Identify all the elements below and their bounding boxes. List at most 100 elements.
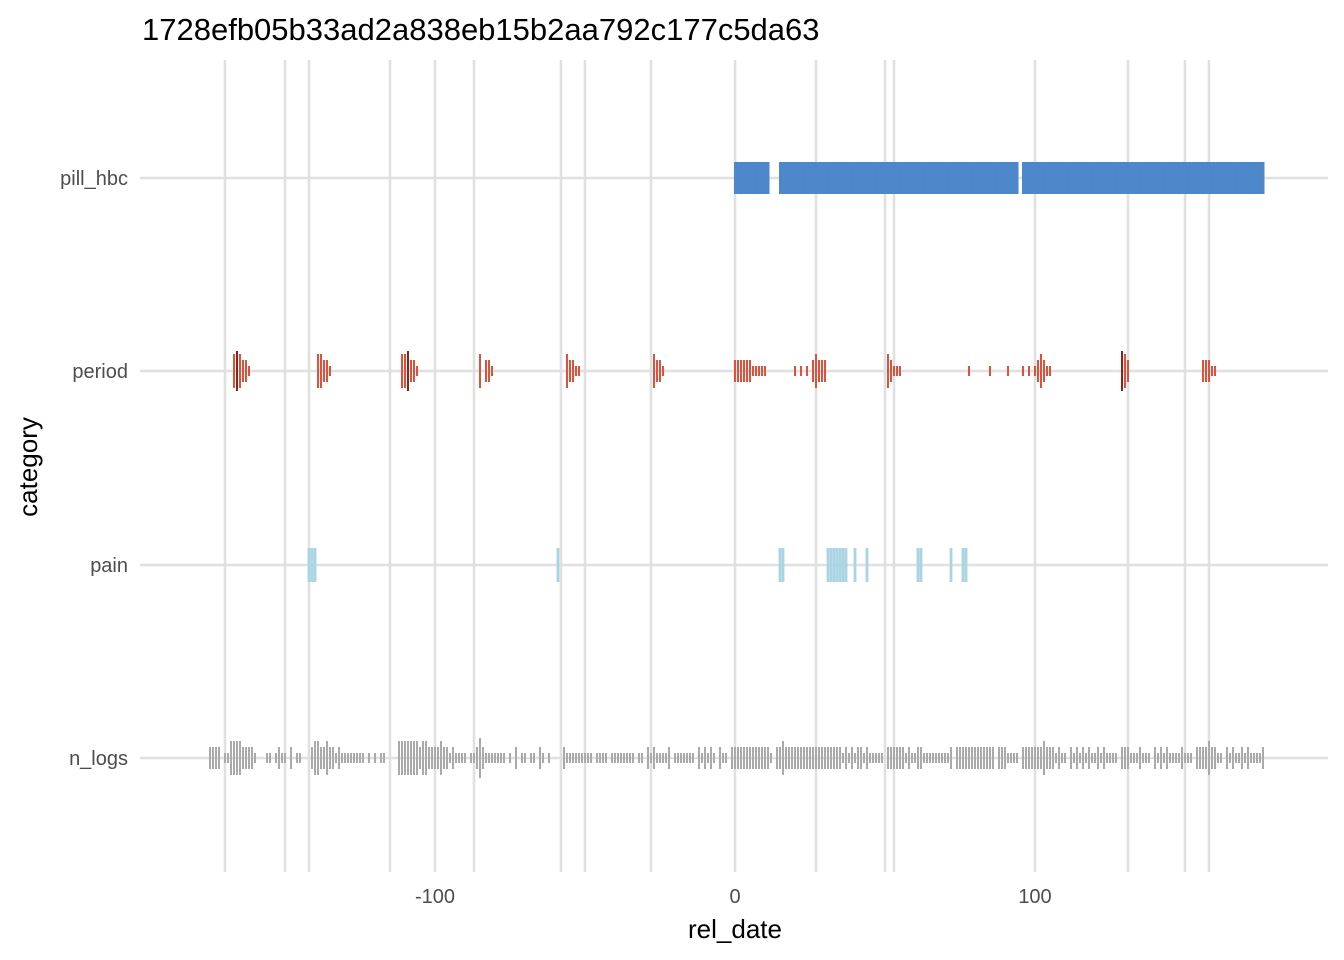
pill-hbc-run (734, 162, 770, 194)
period-tick (764, 366, 766, 376)
n-logs-tick (479, 738, 481, 778)
period-tick (818, 360, 820, 382)
period-tick (890, 360, 892, 382)
n-logs-tick (1253, 753, 1255, 763)
n-logs-tick (209, 747, 211, 769)
period-tick (1211, 366, 1213, 376)
n-logs-tick (698, 747, 700, 769)
n-logs-tick (1073, 753, 1075, 763)
n-logs-tick (1136, 753, 1138, 763)
n-logs-tick (914, 753, 916, 763)
n-logs-tick (797, 747, 799, 769)
n-logs-tick (281, 753, 283, 763)
n-logs-tick (1046, 747, 1048, 769)
n-logs-tick (827, 747, 829, 769)
period-tick (1007, 366, 1009, 376)
n-logs-tick (428, 747, 430, 769)
n-logs-tick (620, 753, 622, 763)
n-logs-tick (932, 753, 934, 763)
n-logs-tick (320, 747, 322, 769)
period-tick (248, 366, 250, 376)
n-logs-tick (1166, 747, 1168, 769)
n-logs-tick (1241, 747, 1243, 769)
n-logs-tick (1214, 747, 1216, 769)
n-logs-tick (461, 753, 463, 763)
n-logs-tick (446, 747, 448, 769)
period-tick (794, 366, 796, 376)
n-logs-tick (326, 741, 328, 775)
n-logs-tick (419, 747, 421, 769)
n-logs-tick (989, 747, 991, 769)
data-marks (209, 162, 1265, 778)
period-tick (758, 366, 760, 376)
period-tick (1046, 366, 1048, 376)
n-logs-tick (1235, 753, 1237, 763)
n-logs-tick (359, 753, 361, 763)
n-logs-tick (284, 753, 286, 763)
period-tick (659, 360, 661, 382)
n-logs-tick (890, 747, 892, 769)
n-logs-tick (743, 747, 745, 769)
period-tick (656, 360, 658, 382)
n-logs-tick (398, 741, 400, 775)
n-logs-tick (1079, 753, 1081, 763)
n-logs-tick (269, 753, 271, 763)
period-tick (317, 354, 319, 388)
n-logs-tick (1094, 753, 1096, 763)
n-logs-tick (1196, 747, 1198, 769)
n-logs-tick (917, 747, 919, 769)
n-logs-tick (968, 747, 970, 769)
n-logs-tick (317, 741, 319, 775)
n-logs-tick (548, 753, 550, 763)
n-logs-tick (362, 753, 364, 763)
n-logs-tick (1088, 747, 1090, 769)
n-logs-tick (1148, 753, 1150, 763)
n-logs-tick (965, 747, 967, 769)
pain-tick (949, 548, 953, 582)
n-logs-tick (1181, 747, 1183, 769)
n-logs-tick (632, 753, 634, 763)
n-logs-tick (368, 753, 370, 763)
period-tick (1208, 360, 1210, 382)
n-logs-tick (893, 747, 895, 769)
n-logs-tick (875, 753, 877, 763)
n-logs-tick (1124, 747, 1126, 769)
n-logs-tick (1064, 753, 1066, 763)
period-tick (896, 366, 898, 376)
n-logs-tick (566, 753, 568, 763)
period-tick (326, 360, 328, 382)
n-logs-tick (629, 753, 631, 763)
n-logs-tick (1247, 747, 1249, 769)
n-logs-tick (1220, 753, 1222, 763)
n-logs-tick (542, 753, 544, 763)
n-logs-tick (1052, 747, 1054, 769)
n-logs-tick (704, 747, 706, 769)
n-logs-tick (1112, 753, 1114, 763)
n-logs-tick (662, 753, 664, 763)
n-logs-tick (596, 753, 598, 763)
n-logs-tick (443, 747, 445, 769)
n-logs-tick (1007, 753, 1009, 763)
pain-tick (916, 548, 920, 582)
n-logs-tick (290, 747, 292, 769)
period-tick (416, 366, 418, 376)
n-logs-tick (464, 753, 466, 763)
n-logs-tick (767, 747, 769, 769)
y-tick-label: pill_hbc (60, 168, 128, 190)
n-logs-tick (998, 747, 1000, 769)
n-logs-tick (569, 753, 571, 763)
period-tick (1127, 360, 1129, 382)
n-logs-tick (1130, 753, 1132, 763)
pain-tick (832, 548, 836, 582)
n-logs-tick (833, 747, 835, 769)
n-logs-tick (1160, 747, 1162, 769)
n-logs-tick (1013, 753, 1015, 763)
n-logs-tick (1001, 747, 1003, 769)
period-tick (575, 366, 577, 376)
n-logs-tick (374, 753, 376, 763)
n-logs-tick (1157, 753, 1159, 763)
n-logs-tick (1022, 747, 1024, 769)
n-logs-tick (1199, 747, 1201, 769)
n-logs-tick (332, 747, 334, 769)
n-logs-tick (617, 753, 619, 763)
